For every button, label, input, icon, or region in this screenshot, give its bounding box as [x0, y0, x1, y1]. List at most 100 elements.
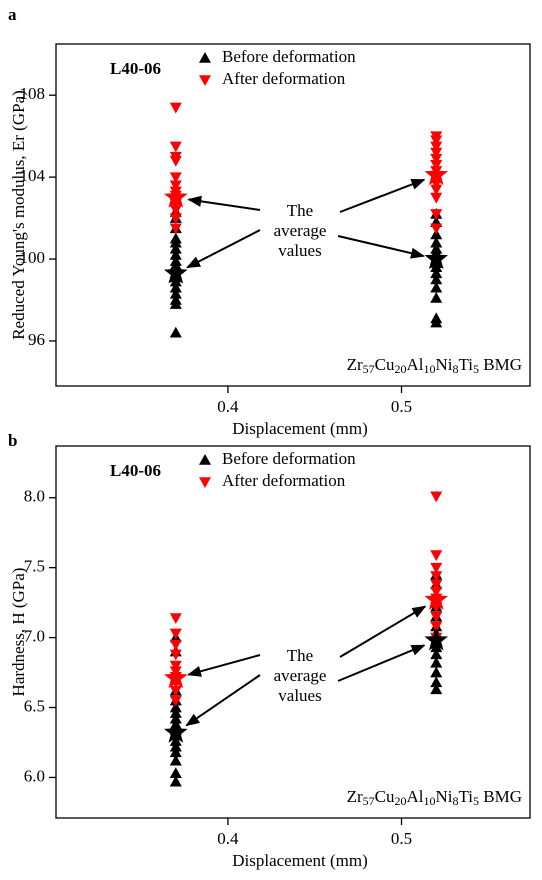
data-point [430, 312, 443, 324]
data-point [430, 641, 443, 653]
average-point [163, 260, 188, 284]
annotation-arrow [187, 195, 261, 211]
y-tick-label: 96 [28, 330, 45, 349]
data-point [169, 293, 182, 305]
data-point [430, 267, 443, 279]
data-point [169, 740, 182, 752]
average-point [424, 246, 449, 270]
y-tick-label: 6.0 [24, 766, 45, 785]
data-point [430, 656, 443, 668]
annotation-arrow [185, 674, 261, 727]
y-tick-label: 108 [20, 84, 46, 103]
legend-label: After deformation [222, 69, 346, 88]
data-point [430, 621, 443, 633]
annotation-arrow [186, 229, 261, 269]
y-tick-label: 8.0 [24, 487, 45, 506]
annotation-text: average [274, 666, 327, 685]
composition-label: Zr57Cu20Al10Ni8Ti5 BMG [347, 355, 522, 376]
data-point [169, 746, 182, 758]
y-tick-label: 7.5 [24, 557, 45, 576]
annotation-arrow [339, 178, 426, 213]
annotation-text: The [287, 646, 313, 665]
data-point [169, 205, 182, 216]
data-point [169, 102, 182, 114]
data-point [169, 223, 182, 235]
legend-marker [199, 454, 211, 465]
legend-marker [199, 477, 211, 488]
data-point [169, 628, 182, 640]
annotation-arrow [337, 235, 425, 259]
data-point [169, 613, 182, 625]
y-tick-label: 100 [20, 248, 46, 267]
y-tick-label: 6.5 [24, 696, 45, 715]
data-point [169, 232, 182, 244]
plot-frame [55, 445, 531, 819]
data-point [430, 666, 443, 678]
data-point [169, 712, 182, 724]
annotation-text: The [287, 201, 313, 220]
legend-label: Before deformation [222, 47, 356, 66]
data-point [169, 701, 182, 713]
x-tick-label: 0.5 [391, 397, 412, 416]
data-point [430, 571, 443, 583]
data-point [430, 141, 443, 153]
plot-frame [55, 43, 531, 387]
panel-label: b [8, 431, 17, 450]
data-point [430, 131, 443, 143]
y-axis-label: Reduced Young's modulus, Er (GPa) [9, 90, 28, 340]
x-axis-label: Displacement (mm) [232, 851, 368, 870]
data-point [169, 172, 182, 184]
average-point [424, 162, 449, 186]
legend-marker [199, 75, 211, 86]
data-point [430, 648, 443, 660]
annotation-text: values [278, 686, 321, 705]
data-point [430, 562, 443, 574]
sample-label: L40-06 [110, 59, 161, 78]
data-point [430, 676, 443, 688]
x-tick-label: 0.4 [217, 829, 239, 848]
data-point [169, 735, 182, 746]
data-point [169, 287, 182, 299]
data-point [430, 291, 443, 303]
annotation-arrow [337, 644, 426, 682]
legend-marker [199, 52, 211, 63]
legend-label: Before deformation [222, 449, 356, 468]
composition-label: Zr57Cu20Al10Ni8Ti5 BMG [347, 787, 522, 808]
annotation-arrow [339, 605, 427, 658]
data-point [169, 649, 182, 661]
data-point [430, 236, 443, 248]
y-tick-label: 7.0 [24, 627, 45, 646]
x-tick-label: 0.4 [217, 397, 239, 416]
annotation-arrow [186, 654, 261, 677]
data-point [430, 683, 443, 695]
data-point [169, 685, 182, 697]
data-point [169, 141, 182, 153]
data-point [169, 707, 182, 718]
data-point [430, 550, 443, 562]
data-point [169, 639, 182, 651]
average-point [163, 720, 188, 743]
data-point [169, 767, 182, 779]
data-point [430, 281, 443, 293]
data-point [169, 255, 182, 266]
annotation-text: average [274, 221, 327, 240]
average-point [163, 665, 188, 689]
sample-label: L40-06 [110, 461, 161, 480]
data-point [169, 151, 182, 163]
annotation-text: values [278, 241, 321, 260]
data-point [430, 223, 443, 235]
data-point [430, 184, 443, 196]
data-point [169, 248, 182, 260]
data-point [430, 273, 443, 285]
data-point [430, 153, 443, 165]
y-axis-label: Hardness, H (GPa) [9, 568, 28, 697]
data-point [169, 326, 182, 338]
data-point [430, 579, 443, 591]
data-point [169, 754, 182, 766]
average-point [163, 185, 188, 208]
data-point [430, 147, 443, 159]
panel-label: a [8, 5, 17, 24]
data-point [430, 192, 443, 204]
data-point [430, 209, 443, 220]
